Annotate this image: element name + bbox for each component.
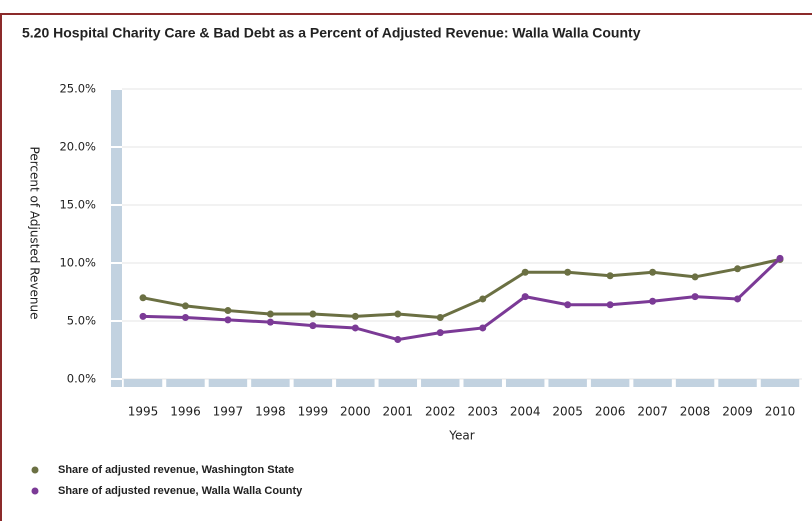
data-point — [649, 297, 657, 305]
y-tick-label: 15.0% — [59, 198, 96, 212]
x-axis-label: Year — [448, 429, 474, 443]
x-axis-segment — [208, 379, 248, 387]
series-line — [142, 258, 781, 320]
x-axis-segment — [123, 379, 163, 387]
data-point — [309, 310, 317, 318]
x-tick-label: 2006 — [595, 405, 626, 419]
data-point — [436, 314, 444, 322]
x-axis-segment — [378, 379, 418, 387]
x-axis-segment — [336, 379, 375, 387]
data-point — [734, 295, 742, 303]
x-tick-label: 1999 — [298, 405, 329, 419]
x-axis-segment — [421, 379, 460, 387]
y-tick-label: 5.0% — [67, 314, 96, 328]
y-tick-label: 0.0% — [67, 372, 96, 386]
data-point — [649, 268, 657, 276]
data-point — [266, 310, 274, 318]
y-tick-label: 10.0% — [59, 256, 96, 270]
x-tick-label: 2009 — [722, 405, 753, 419]
x-axis-segment — [633, 379, 672, 387]
data-point — [564, 268, 572, 276]
x-tick-label: 2002 — [425, 405, 456, 419]
legend-label: Share of adjusted revenue, Walla Walla C… — [58, 485, 303, 497]
x-tick-label: 2003 — [467, 405, 498, 419]
legend-label: Share of adjusted revenue, Washington St… — [58, 464, 294, 476]
x-tick-label: 2001 — [383, 405, 414, 419]
data-point — [564, 301, 572, 309]
data-point — [394, 336, 402, 344]
data-point — [521, 268, 529, 276]
data-point — [479, 324, 487, 332]
x-axis-segment — [590, 379, 630, 387]
x-axis-segment — [718, 379, 757, 387]
x-tick-label: 1998 — [255, 405, 286, 419]
x-tick-label: 1996 — [170, 405, 201, 419]
x-axis-segment — [675, 379, 715, 387]
legend-marker — [31, 487, 39, 495]
data-point — [776, 254, 784, 262]
x-axis-segment — [293, 379, 333, 387]
legend-marker — [31, 466, 39, 474]
data-point — [351, 312, 359, 320]
data-point — [139, 294, 147, 302]
data-point — [224, 307, 232, 315]
x-axis-segment — [548, 379, 587, 387]
frame — [0, 13, 812, 521]
data-point — [394, 310, 402, 318]
x-tick-label: 2005 — [552, 405, 583, 419]
x-tick-label: 1995 — [128, 405, 159, 419]
y-tick-label: 25.0% — [59, 82, 96, 96]
y-tick-label: 20.0% — [59, 140, 96, 154]
x-tick-label: 2010 — [765, 405, 796, 419]
x-tick-label: 2008 — [680, 405, 711, 419]
x-axis-segment — [463, 379, 502, 387]
data-point — [734, 265, 742, 273]
x-axis-segment — [760, 379, 800, 387]
data-point — [309, 322, 317, 330]
data-point — [479, 295, 487, 303]
data-point — [139, 312, 147, 320]
y-axis-bar — [111, 89, 122, 387]
data-point — [691, 273, 699, 281]
chart-title: 5.20 Hospital Charity Care & Bad Debt as… — [22, 25, 641, 41]
x-axis-segment — [166, 379, 205, 387]
y-axis-label: Percent of Adjusted Revenue — [28, 147, 42, 320]
data-point — [266, 318, 274, 326]
data-point — [691, 293, 699, 301]
data-point — [521, 293, 529, 301]
x-tick-label: 2004 — [510, 405, 541, 419]
data-point — [606, 301, 614, 309]
data-point — [436, 329, 444, 337]
x-tick-label: 2007 — [637, 405, 668, 419]
data-point — [606, 272, 614, 280]
data-point — [224, 316, 232, 324]
x-tick-label: 1997 — [213, 405, 244, 419]
x-tick-label: 2000 — [340, 405, 371, 419]
data-point — [181, 314, 189, 322]
x-axis-segment — [505, 379, 545, 387]
data-point — [351, 324, 359, 332]
x-axis-segment — [251, 379, 290, 387]
data-point — [181, 302, 189, 310]
series-line — [142, 257, 782, 342]
